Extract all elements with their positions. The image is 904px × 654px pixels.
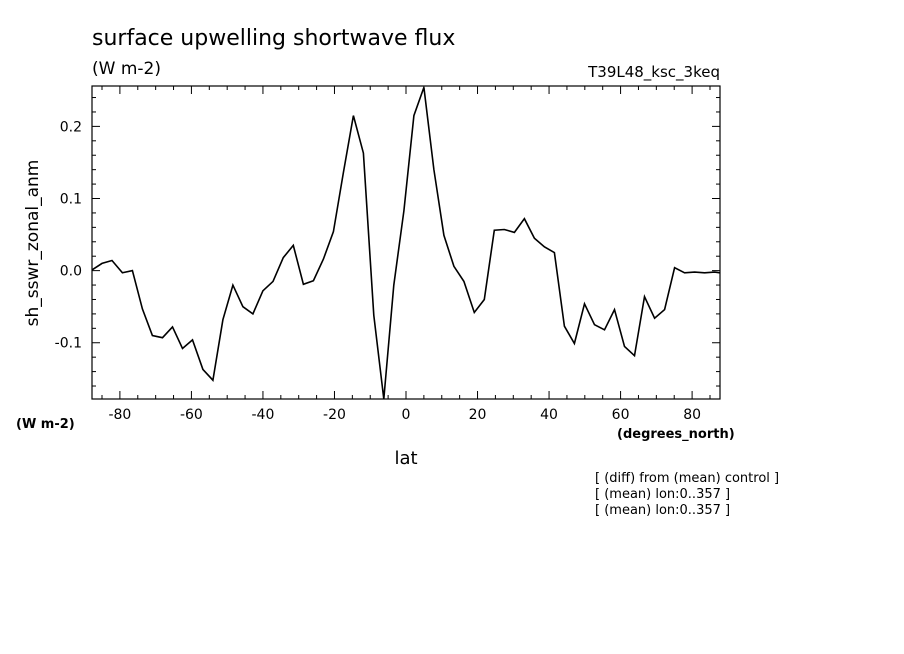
x-axis: -80 -60 -40 -20 0 20 40 60 80: [101, 86, 711, 423]
x-tick-label: 80: [683, 407, 701, 423]
x-tick-label: -80: [108, 407, 131, 423]
note-mean-lon-1: [ (mean) lon:0..357 ]: [595, 487, 730, 502]
y-units-label: (W m-2): [16, 417, 75, 432]
x-tick-label: -40: [252, 407, 275, 423]
y-tick-label: -0.1: [55, 336, 82, 352]
series-line: [91, 87, 721, 400]
x-tick-label: 0: [402, 407, 411, 423]
series-layer: [91, 87, 721, 400]
plot-frame: [91, 85, 721, 400]
x-axis-title: lat: [394, 448, 417, 469]
y-tick-label: 0.2: [60, 119, 82, 135]
x-tick-label: 20: [469, 407, 487, 423]
run-label: T39L48_ksc_3keq: [587, 63, 720, 82]
chart-title: surface upwelling shortwave flux: [92, 26, 455, 51]
chart-subtitle: (W m-2): [92, 59, 161, 79]
x-tick-label: 40: [540, 407, 558, 423]
x-tick-label: -60: [180, 407, 203, 423]
y-tick-label: 0.1: [60, 192, 82, 208]
note-diff-from-control: [ (diff) from (mean) control ]: [595, 471, 779, 486]
y-axis: -0.1 0.0 0.1 0.2: [55, 97, 720, 387]
note-mean-lon-2: [ (mean) lon:0..357 ]: [595, 503, 730, 518]
y-tick-label: 0.0: [60, 264, 82, 280]
x-units-label: (degrees_north): [617, 427, 735, 442]
x-tick-label: -20: [323, 407, 346, 423]
x-tick-label: 60: [612, 407, 630, 423]
y-axis-title: sh_sswr_zonal_anm: [23, 160, 43, 327]
